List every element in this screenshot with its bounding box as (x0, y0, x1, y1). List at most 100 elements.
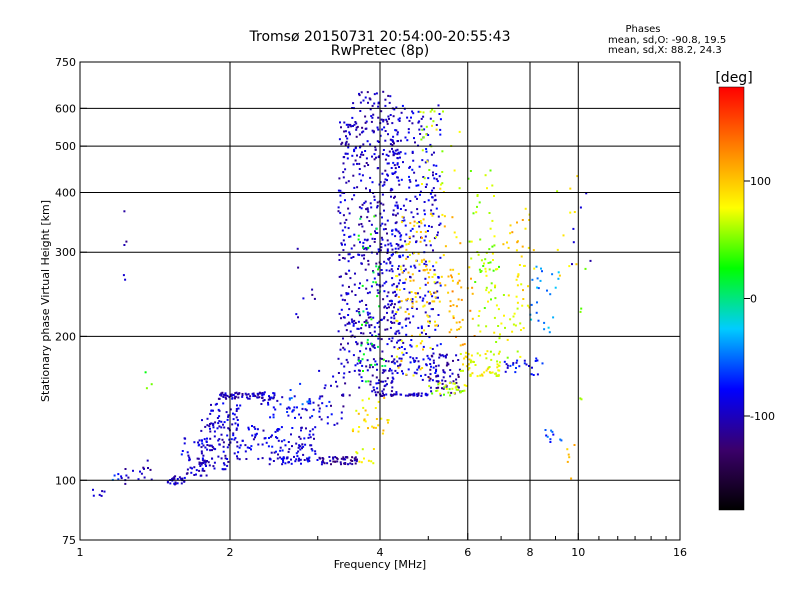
data-point (543, 321, 546, 324)
data-point (229, 408, 232, 411)
data-point (216, 417, 219, 419)
data-point (498, 265, 500, 268)
data-point (433, 177, 436, 180)
data-point (439, 284, 442, 287)
data-point (361, 131, 363, 134)
data-point (355, 460, 358, 463)
data-point (492, 259, 494, 261)
data-point (367, 164, 370, 166)
data-point (345, 456, 347, 459)
data-point (198, 439, 201, 442)
data-point (372, 462, 375, 465)
data-point (198, 463, 201, 465)
data-point (431, 124, 433, 127)
data-point (351, 116, 354, 119)
data-point (279, 446, 282, 449)
data-point (435, 236, 437, 239)
data-point (537, 319, 540, 322)
data-point (352, 428, 355, 431)
data-point (397, 366, 400, 369)
data-point (237, 423, 239, 426)
x-tick-label: 6 (464, 546, 471, 559)
data-point (383, 181, 386, 184)
data-point (506, 364, 509, 367)
data-point (360, 376, 363, 379)
data-point (400, 268, 403, 271)
data-point (458, 187, 461, 190)
data-point (304, 443, 307, 446)
data-point (392, 209, 395, 212)
data-point (446, 363, 449, 366)
data-point (407, 131, 410, 134)
data-point (557, 271, 560, 274)
data-point (405, 248, 408, 251)
data-point (124, 468, 127, 470)
data-point (220, 426, 223, 429)
grid-lines (80, 62, 680, 540)
data-point (351, 460, 354, 462)
data-point (326, 462, 329, 465)
data-point (356, 154, 358, 157)
data-point (236, 455, 238, 458)
data-point (321, 402, 324, 405)
data-point (437, 380, 440, 383)
data-point (343, 121, 346, 124)
data-point (459, 369, 462, 372)
data-point (343, 462, 346, 465)
data-point (393, 172, 396, 175)
data-point (509, 364, 512, 367)
data-point (383, 282, 386, 285)
data-point (336, 458, 339, 460)
data-point (366, 311, 369, 314)
data-point (330, 413, 333, 416)
data-point (318, 456, 321, 459)
data-point (419, 240, 422, 243)
data-point (422, 297, 425, 300)
data-point (422, 269, 425, 272)
data-point (247, 426, 250, 429)
data-point (227, 443, 230, 446)
data-point (344, 130, 347, 133)
data-point (238, 446, 241, 449)
data-point (252, 438, 255, 441)
data-point (406, 255, 409, 258)
data-point (444, 380, 447, 383)
data-point (369, 349, 372, 352)
data-point (360, 223, 363, 225)
data-point (369, 383, 372, 386)
data-point (506, 338, 509, 341)
data-point (487, 291, 490, 294)
data-point (417, 184, 420, 187)
data-point (120, 475, 123, 478)
data-point (236, 404, 238, 407)
data-point (412, 392, 415, 395)
data-point (317, 404, 320, 407)
data-point (306, 400, 309, 403)
data-point (356, 162, 358, 165)
data-point (439, 128, 442, 131)
data-point (208, 425, 211, 428)
data-point (122, 274, 125, 277)
data-point (431, 189, 434, 192)
data-point (437, 104, 440, 107)
data-point (190, 471, 193, 474)
data-point (428, 225, 430, 228)
data-point (205, 474, 208, 477)
data-point (424, 230, 427, 233)
data-point (393, 321, 396, 324)
data-point (455, 388, 458, 391)
data-point (352, 322, 355, 325)
data-point (284, 444, 287, 447)
data-point (343, 372, 346, 375)
data-point (360, 327, 363, 330)
data-point (507, 246, 510, 249)
data-point (371, 343, 373, 346)
data-point (343, 233, 346, 236)
data-point (374, 214, 377, 217)
data-point (117, 478, 120, 481)
data-point (387, 94, 390, 97)
data-point (389, 138, 392, 141)
data-point (354, 456, 357, 459)
data-point (384, 228, 387, 230)
data-point (173, 482, 176, 485)
